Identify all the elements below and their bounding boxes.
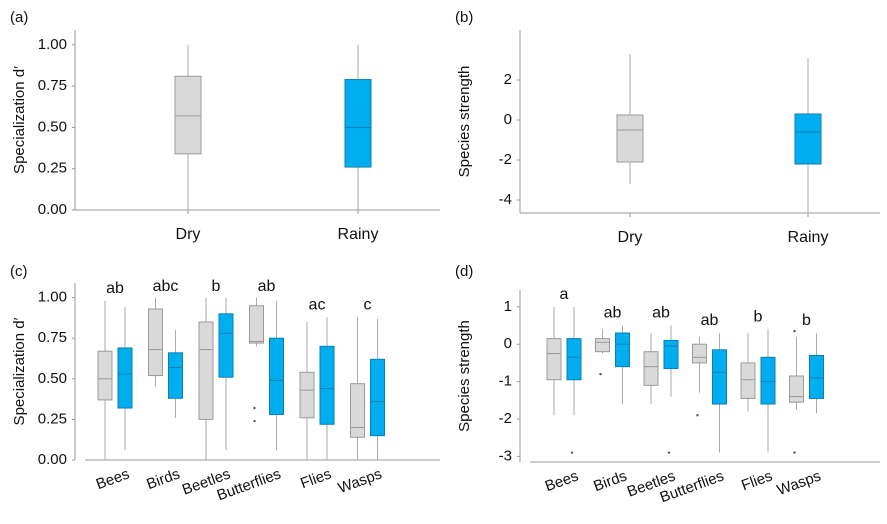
box	[760, 356, 776, 405]
box	[712, 349, 727, 405]
y-axis-label: Species strength	[456, 320, 473, 432]
outlier	[253, 419, 256, 423]
panel-label: (d)	[455, 263, 473, 280]
box	[174, 75, 202, 155]
x-tick-label: Bees	[94, 466, 132, 494]
box	[663, 339, 679, 370]
box	[794, 113, 822, 165]
box	[370, 358, 385, 437]
group-letter: b	[802, 312, 811, 329]
y-tick-label: -4	[499, 191, 512, 208]
box	[117, 347, 133, 409]
y-tick-label: 0.25	[38, 410, 67, 427]
y-tick-label: 0.75	[38, 329, 67, 346]
outlier	[696, 414, 699, 417]
x-tick-label: Rainy	[788, 229, 829, 246]
y-tick-label: -1	[499, 373, 512, 390]
outlier	[667, 451, 671, 454]
y-tick-label: 2	[504, 71, 512, 88]
y-tick-label: 0.00	[38, 201, 67, 218]
group-letter: b	[212, 278, 221, 295]
box	[249, 305, 264, 344]
box	[789, 375, 804, 403]
box	[546, 338, 562, 381]
group-letter: abc	[153, 278, 179, 295]
x-tick-label: Birds	[591, 468, 629, 496]
box	[198, 321, 214, 420]
y-tick-label: -2	[499, 151, 512, 168]
outlier	[570, 451, 574, 454]
y-tick-label: 1	[504, 298, 512, 315]
box	[269, 337, 284, 416]
box	[218, 313, 234, 378]
y-tick-label: 0.50	[38, 118, 67, 135]
x-tick-label: Wasps	[336, 466, 384, 497]
box	[350, 383, 365, 438]
box	[643, 351, 659, 386]
box	[168, 352, 183, 399]
box	[299, 371, 315, 419]
box	[148, 308, 163, 377]
group-letter: ab	[652, 305, 670, 322]
box	[319, 345, 335, 425]
x-tick-label: Flies	[739, 468, 775, 495]
group-letter: ab	[701, 312, 719, 329]
y-tick-label: 1.00	[38, 289, 67, 306]
group-letter: ab	[258, 278, 276, 295]
box	[97, 350, 113, 401]
x-tick-label: Dry	[176, 226, 201, 243]
x-tick-label: Birds	[144, 466, 182, 494]
box	[615, 332, 630, 368]
y-tick-label: 1.00	[38, 36, 67, 53]
x-tick-label: Wasps	[775, 468, 823, 499]
y-axis-label: Specialization d′	[11, 66, 28, 174]
outlier	[793, 329, 796, 333]
outlier	[599, 372, 602, 376]
box	[692, 343, 707, 364]
y-tick-label: 0.00	[38, 451, 67, 468]
y-tick-label: 0.50	[38, 370, 67, 387]
outlier	[793, 451, 796, 454]
panel-label: (b)	[455, 9, 473, 26]
box	[344, 79, 372, 168]
y-axis-label: Species strength	[456, 66, 473, 178]
y-tick-label: 0.75	[38, 77, 67, 94]
x-tick-label: Bees	[543, 468, 581, 496]
group-letter: ab	[604, 305, 622, 322]
box	[809, 354, 824, 399]
y-tick-label: -2	[499, 410, 512, 427]
box	[616, 114, 644, 163]
x-tick-label: Dry	[618, 229, 643, 246]
y-axis-label: Specialization d′	[11, 317, 28, 425]
box	[740, 362, 756, 399]
group-letter: a	[560, 286, 569, 303]
group-letter: c	[364, 296, 372, 313]
y-tick-label: -3	[499, 447, 512, 464]
y-tick-label: 0.25	[38, 160, 67, 177]
box	[595, 338, 610, 353]
y-tick-label: 0	[504, 111, 512, 128]
y-tick-label: 0	[504, 335, 512, 352]
group-letter: ac	[309, 296, 326, 313]
x-tick-label: Rainy	[338, 226, 379, 243]
panel-label: (c)	[10, 263, 28, 280]
group-letter: b	[754, 308, 763, 325]
panel-label: (a)	[10, 9, 28, 26]
x-tick-label: Flies	[298, 466, 334, 493]
box	[566, 338, 582, 381]
group-letter: ab	[106, 280, 124, 297]
outlier	[253, 406, 256, 410]
